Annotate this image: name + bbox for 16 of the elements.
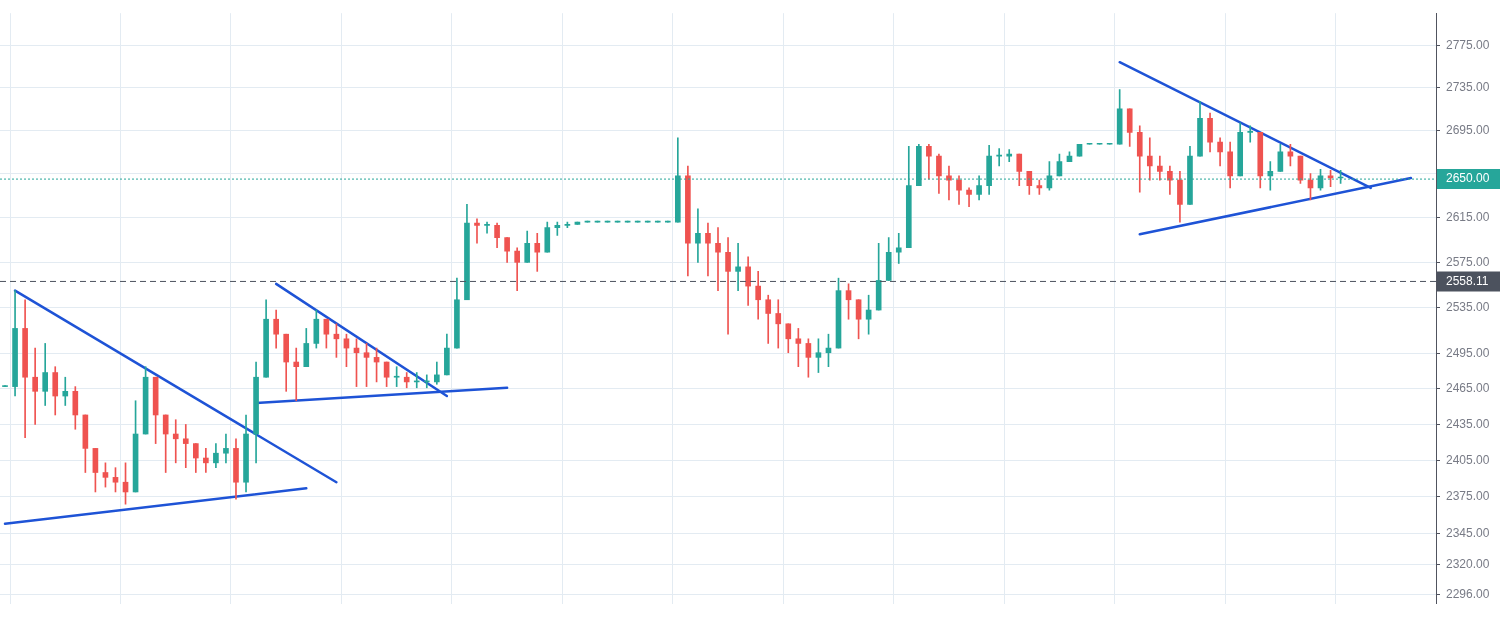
ref-line-label: 2558.11 — [1446, 273, 1489, 288]
y-tick-label: 2320.00 — [1446, 557, 1490, 572]
y-tick-label: 2465.00 — [1446, 381, 1490, 396]
y-tick-label: 2775.00 — [1446, 37, 1490, 52]
y-tick-label: 2735.00 — [1446, 79, 1490, 94]
ref-line-label: 2650.00 — [1446, 171, 1490, 186]
y-tick-label: 2495.00 — [1446, 346, 1490, 361]
y-tick-label: 2575.00 — [1446, 254, 1490, 269]
y-tick-label: 2535.00 — [1446, 300, 1490, 315]
y-tick-label: 2375.00 — [1446, 489, 1490, 504]
y-tick-label: 2296.00 — [1446, 587, 1490, 602]
y-tick-label: 2435.00 — [1446, 416, 1490, 431]
y-tick-label: 2615.00 — [1446, 209, 1490, 224]
y-tick-label: 2405.00 — [1446, 452, 1490, 467]
y-tick-label: 2695.00 — [1446, 122, 1490, 137]
y-tick-label: 2345.00 — [1446, 526, 1490, 541]
